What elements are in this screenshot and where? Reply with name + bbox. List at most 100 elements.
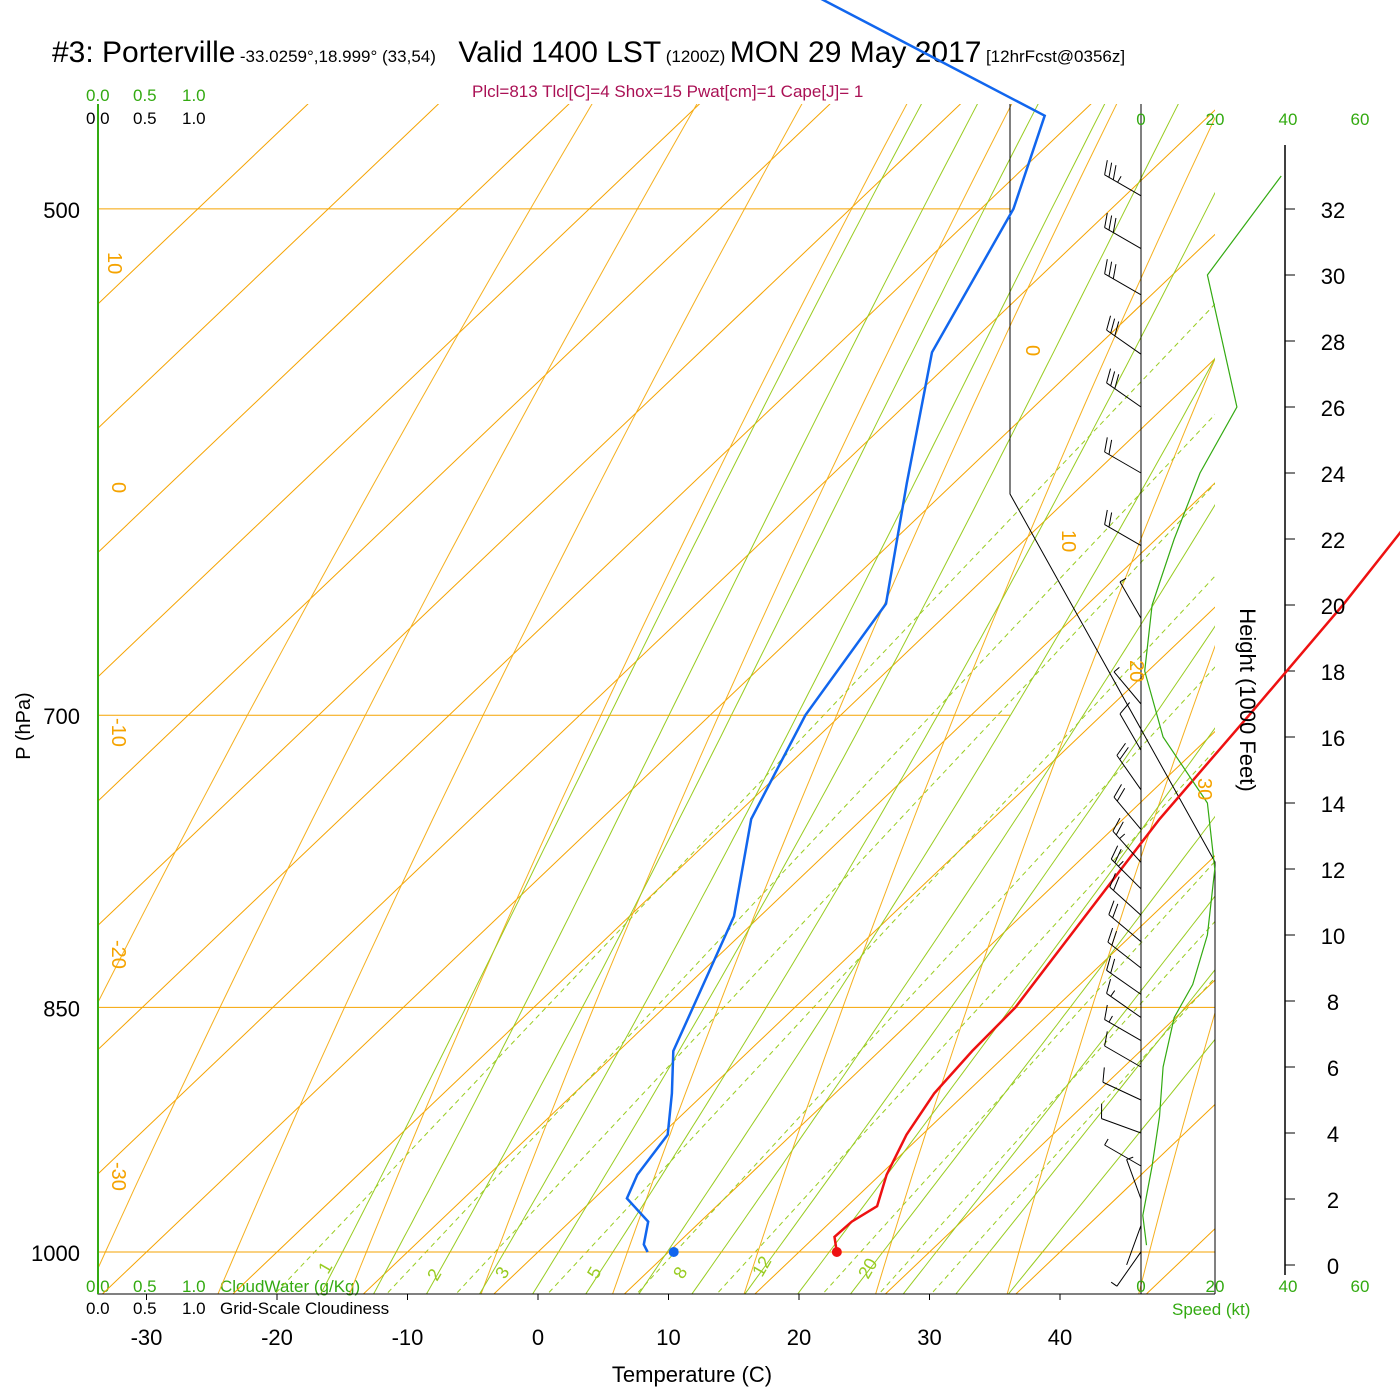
wind-barb-flag — [1104, 160, 1108, 175]
isotherm-line — [98, 104, 1092, 1051]
moist-adiabat-line — [532, 104, 1179, 1294]
cloudiness-tick-bottom-1: 0.5 — [133, 1299, 157, 1318]
surface-temperature-marker — [831, 1247, 842, 1257]
wind-barb-flag — [1112, 903, 1119, 918]
pressure-tick-label: 700 — [43, 704, 80, 729]
wind-barb-staff — [1107, 941, 1142, 969]
pressure-tick-label: 500 — [43, 198, 80, 223]
moist-adiabat-line — [849, 815, 1215, 1294]
speed-tick-bottom-label: 0 — [1136, 1277, 1145, 1296]
wind-barb-half-flag — [1118, 860, 1124, 867]
cloudiness-label: Grid-Scale Cloudiness — [220, 1299, 390, 1318]
speed-tick-bottom-label: 60 — [1351, 1277, 1370, 1296]
wind-speed-profile-line — [1142, 175, 1282, 1246]
height-tick-label: 2 — [1327, 1188, 1339, 1213]
wind-barb-staff — [1108, 914, 1142, 942]
moist-adiabat-line — [585, 191, 1215, 1294]
temperature-tick-label: 0 — [532, 1325, 544, 1350]
valid-time: Valid 1400 LST — [458, 36, 662, 69]
wind-barb-staff — [1109, 886, 1142, 916]
wind-barb-flag — [1108, 900, 1115, 915]
cloudwater-tick-top-1: 0.5 — [133, 86, 157, 105]
wind-barb — [1101, 1103, 1142, 1134]
wind-barb — [1104, 437, 1142, 474]
dry-adiabat-line — [480, 104, 1013, 1294]
wind-barb-flag — [1110, 845, 1119, 860]
speed-tick-top-label: 60 — [1351, 110, 1370, 129]
wind-barb-staff — [1126, 1225, 1142, 1266]
wind-barb-flag — [1110, 318, 1116, 334]
mixing-ratio-label: 5 — [583, 1263, 605, 1282]
temperature-tick-label: 30 — [917, 1325, 941, 1350]
moist-adiabat-line — [372, 104, 978, 1294]
moist-adiabat-line — [478, 104, 1106, 1294]
pressure-tick-label: 850 — [43, 996, 80, 1021]
wind-barb-staff — [1104, 227, 1142, 250]
height-tick-label: 12 — [1321, 858, 1345, 883]
dry-adiabat-line — [875, 357, 1215, 1294]
wind-barb-staff — [1106, 382, 1142, 408]
sounding-profiles — [625, 0, 1400, 1257]
wind-barb-half-flag — [1110, 1281, 1118, 1287]
cloudwater-tick-top-2: 1.0 — [182, 86, 206, 105]
wind-barb-flag — [1104, 212, 1108, 228]
wind-barb — [1106, 955, 1142, 995]
height-tick-label: 24 — [1321, 462, 1345, 487]
wind-barb-flag — [1104, 259, 1108, 274]
plot-frame — [97, 104, 1295, 1300]
height-axis-title: Height (1000 Feet) — [1235, 608, 1260, 791]
isotherm-line — [754, 855, 1215, 1294]
dry-adiabat-line — [612, 104, 1118, 1294]
mixing-ratio-line — [821, 860, 1215, 1294]
height-tick-label: 20 — [1321, 594, 1345, 619]
height-tick-label: 30 — [1321, 264, 1345, 289]
wind-barb-flag — [1108, 439, 1113, 455]
wind-barb-staff — [1116, 755, 1142, 791]
wind-barb-staff — [1119, 581, 1142, 619]
wind-barb — [1104, 509, 1142, 547]
wind-barb-flag — [1106, 978, 1112, 994]
wind-barb — [1109, 873, 1142, 916]
height-tick-label: 10 — [1321, 924, 1345, 949]
wind-barb-flag — [1108, 162, 1113, 178]
cloudwater-tick-bottom-1: 0.5 — [133, 1277, 157, 1296]
wind-barb-flag — [1108, 215, 1113, 231]
isotherm-line — [98, 104, 962, 927]
wind-barb-staff — [1104, 174, 1142, 197]
wind-barb-staff — [1104, 1144, 1142, 1167]
background-grid — [98, 104, 1215, 1294]
wind-barb-staff — [1126, 1159, 1142, 1200]
isotherm-line — [232, 357, 1215, 1294]
wind-barb-flag — [1114, 321, 1120, 336]
wind-barb — [1104, 1138, 1142, 1167]
wind-barb — [1104, 1004, 1142, 1042]
wind-barb-flag — [1108, 512, 1113, 528]
wind-barb-staff — [1113, 671, 1142, 705]
dry-adiabat-line — [348, 104, 908, 1294]
wind-barb-flag — [1114, 848, 1122, 863]
wind-barb-half-flag — [1119, 833, 1126, 839]
wind-barb — [1126, 1225, 1142, 1266]
mixing-ratio-line — [385, 413, 1215, 1294]
station-coords: -33.0259°,18.999° (33,54) — [239, 47, 436, 66]
moist-adiabat-line — [425, 104, 1039, 1294]
wind-barb — [1102, 1067, 1142, 1101]
dry-adiabat-line — [1138, 1011, 1215, 1294]
wind-barb — [1113, 666, 1142, 705]
height-tick-label: 8 — [1327, 990, 1339, 1015]
wind-barb-half-flag — [1126, 1156, 1134, 1161]
dry-adiabat-line — [98, 104, 593, 1004]
mixing-ratio-label: 2 — [423, 1265, 445, 1284]
axis-labels: Temperature (C) P (hPa) Height (1000 Fee… — [13, 110, 1370, 1387]
wind-barb — [1108, 900, 1142, 942]
wind-barb-flag — [1111, 930, 1117, 946]
wind-barb — [1107, 927, 1142, 969]
wind-barb-flag — [1113, 876, 1120, 891]
isotherm-label: 10 — [103, 252, 125, 274]
wind-barb — [1112, 817, 1142, 863]
temperature-tick-label: -10 — [392, 1325, 424, 1350]
wind-barb-flag — [1112, 217, 1117, 233]
temperature-tick-label: -20 — [261, 1325, 293, 1350]
cloudiness-tick-top-1: 0.5 — [133, 109, 157, 128]
wind-barb-staff — [1106, 969, 1142, 995]
